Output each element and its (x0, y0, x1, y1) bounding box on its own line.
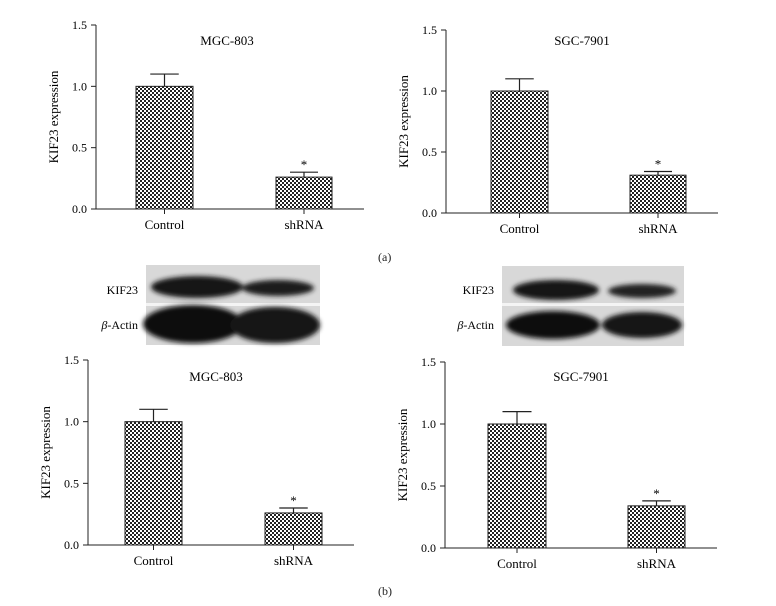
panel-label-a: (a) (378, 250, 392, 264)
band-actin-control (506, 311, 600, 339)
y-tick-label: 1.5 (421, 355, 436, 369)
bar (275, 176, 333, 210)
y-tick-label: 1.5 (64, 353, 79, 367)
chart-title: SGC-7901 (553, 369, 609, 384)
y-axis-label: KIF23 expression (46, 70, 61, 163)
band-label-actin: β-Actin (100, 318, 138, 332)
band-kif23-shrna (242, 280, 314, 296)
significance-marker: * (655, 157, 662, 172)
y-tick-label: 0.5 (421, 479, 436, 493)
y-tick-label: 1.0 (422, 84, 437, 98)
bar-chart-2: 0.0 0.5 1.0 1.5 KIF23 expression SGC-7901 Cont… (396, 23, 718, 236)
category-label: shRNA (637, 556, 677, 571)
category-label: Control (145, 217, 185, 232)
band-kif23-control (151, 276, 243, 298)
western-blot-left: KIF23 β-Actin (100, 265, 320, 345)
y-tick-label: 0.5 (64, 476, 79, 490)
blot-divider (146, 303, 320, 306)
y-tick-label: 0.0 (64, 538, 79, 552)
y-tick-label: 0.5 (422, 145, 437, 159)
bar (487, 423, 547, 549)
panel-label-b: (b) (378, 584, 392, 598)
category-label: shRNA (284, 217, 324, 232)
chart-title: MGC-803 (189, 369, 242, 384)
y-axis-label: KIF23 expression (396, 75, 411, 168)
band-actin-control (143, 305, 243, 343)
chart-title: SGC-7901 (554, 33, 610, 48)
y-tick-label: 1.5 (72, 18, 87, 32)
significance-marker: * (301, 157, 308, 172)
significance-marker: * (653, 486, 660, 501)
band-actin-shrna (230, 307, 320, 343)
bar (627, 505, 686, 549)
category-label: shRNA (638, 221, 678, 236)
y-tick-label: 0.0 (422, 206, 437, 220)
band-label-kif23: KIF23 (463, 283, 494, 297)
band-kif23-control (513, 280, 599, 300)
y-tick-label: 1.0 (64, 415, 79, 429)
y-axis-label: KIF23 expression (38, 406, 53, 499)
bar-chart-4: 0.0 0.5 1.0 1.5 KIF23 expression SGC-7901 Cont… (395, 355, 717, 571)
bar (135, 85, 194, 210)
chart-title: MGC-803 (200, 33, 253, 48)
western-blot-right: KIF23 β-Actin (456, 266, 684, 346)
y-tick-label: 0.0 (421, 541, 436, 555)
band-kif23-shrna (608, 284, 676, 298)
category-label: Control (500, 221, 540, 236)
y-tick-label: 1.5 (422, 23, 437, 37)
significance-marker: * (290, 493, 297, 508)
y-axis-label: KIF23 expression (395, 408, 410, 501)
y-tick-label: 0.0 (72, 202, 87, 216)
y-tick-label: 0.5 (72, 141, 87, 155)
category-label: shRNA (274, 553, 314, 568)
y-tick-label: 1.0 (72, 79, 87, 93)
blot-divider (502, 303, 684, 306)
band-label-kif23: KIF23 (107, 283, 138, 297)
bar (264, 512, 323, 546)
y-tick-label: 1.0 (421, 417, 436, 431)
category-label: Control (497, 556, 537, 571)
category-label: Control (134, 553, 174, 568)
bar-chart-1: 0.0 0.5 1.0 1.5 KIF23 expression MGC-803 Contr… (46, 18, 364, 232)
band-actin-shrna (602, 312, 682, 338)
bar-chart-3: 0.0 0.5 1.0 1.5 KIF23 expression MGC-803 Contr… (38, 353, 354, 568)
bar (490, 90, 549, 214)
bar (629, 174, 687, 214)
bar (124, 421, 183, 546)
band-label-actin: β-Actin (456, 318, 494, 332)
